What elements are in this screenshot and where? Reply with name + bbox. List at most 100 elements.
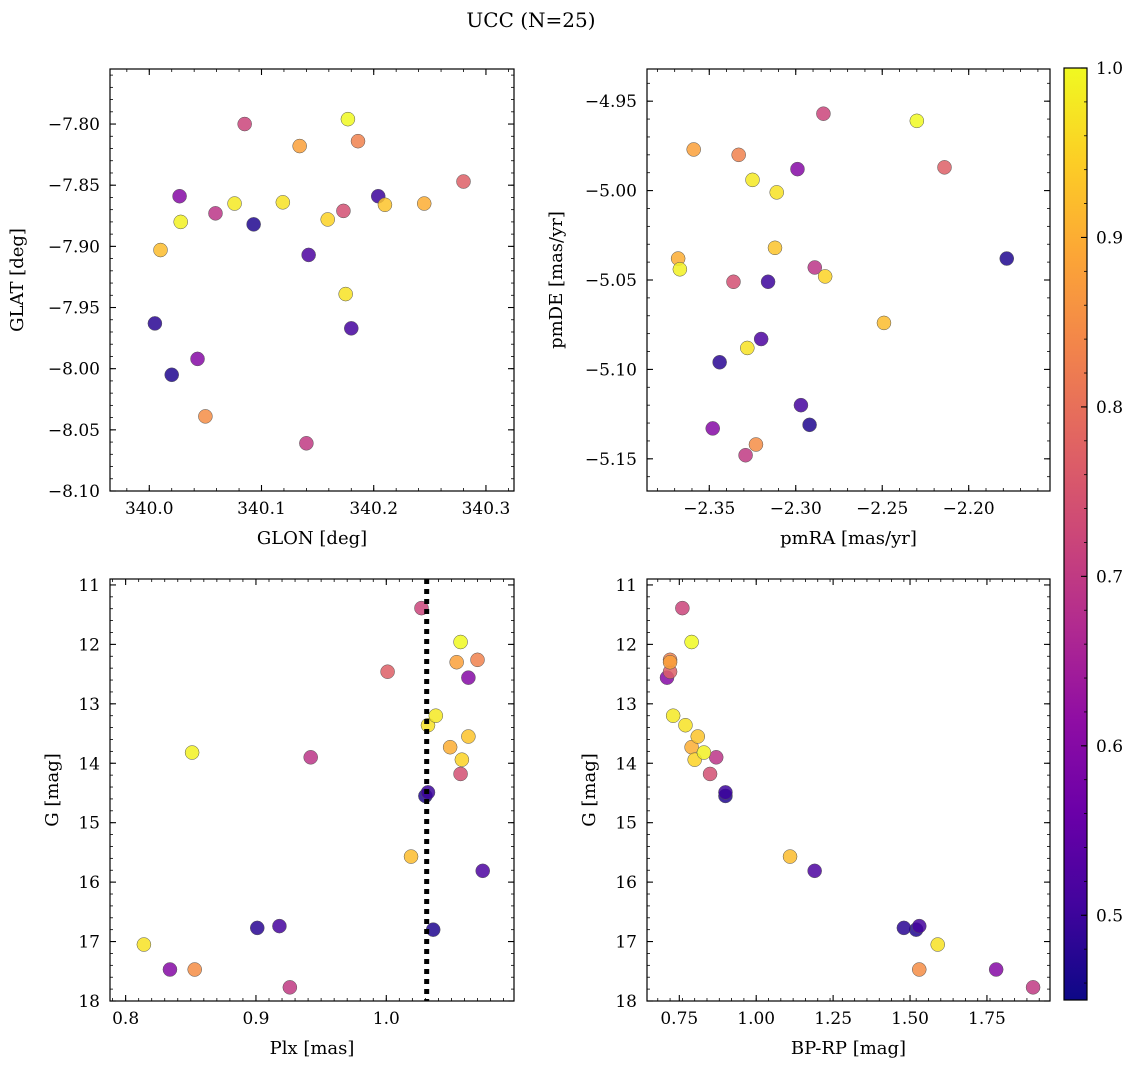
data-point [338, 286, 353, 302]
data-point [162, 962, 178, 977]
data-point [912, 962, 927, 977]
y-axis-label: G [mag] [579, 753, 600, 826]
data-point [930, 937, 945, 952]
data-point [173, 214, 188, 230]
data-point [136, 937, 152, 952]
y-axis-label: pmDE [mas/yr] [546, 211, 567, 349]
y-tick-label: 18 [78, 992, 100, 1012]
data-point [896, 920, 912, 936]
x-tick-label: 340.1 [237, 499, 286, 519]
data-point [937, 160, 952, 175]
x-tick-label: 1.50 [891, 1009, 929, 1029]
data-point [745, 172, 760, 188]
x-tick-label: −2.30 [770, 499, 822, 519]
data-point [272, 918, 287, 934]
x-tick-label: 0.9 [242, 1009, 269, 1029]
data-point [320, 212, 335, 227]
data-point [1025, 980, 1041, 995]
data-point [237, 116, 252, 132]
y-tick-label: 18 [615, 992, 637, 1012]
y-tick-label: 16 [78, 873, 100, 893]
data-point [705, 421, 720, 436]
y-tick-label: 15 [78, 814, 100, 834]
data-point [449, 654, 464, 670]
y-tick-label: 11 [78, 576, 100, 596]
x-tick-label: 1.75 [968, 1009, 1006, 1029]
data-point [675, 600, 690, 616]
colorbar: 0.5 0.6 0.7 0.8 0.9 1.0 [1063, 59, 1123, 1001]
data-point [718, 785, 733, 800]
data-point [416, 196, 432, 211]
y-tick-label: 17 [78, 933, 100, 953]
axes-frame [109, 68, 515, 492]
y-tick-label: 13 [78, 695, 100, 715]
y-tick-label: −5.15 [585, 450, 637, 470]
data-point [999, 251, 1015, 266]
data-point [190, 351, 205, 367]
data-point [712, 355, 727, 370]
data-point [461, 670, 476, 685]
panel-color-magnitude: 0.75 1.00 1.25 1.50 1.75 11 12 13 14 15 16 17 18 BP-R… [579, 576, 1051, 1059]
data-point [227, 196, 242, 211]
data-point [344, 321, 359, 336]
x-tick-label: 340.0 [125, 499, 174, 519]
figure-title: UCC (N=25) [466, 8, 595, 32]
data-point [350, 133, 366, 149]
data-point [336, 203, 351, 219]
y-tick-label: 11 [615, 576, 637, 596]
y-tick-label: −7.80 [48, 115, 100, 135]
data-point [678, 717, 693, 733]
data-point [767, 240, 783, 256]
y-tick-label: 12 [78, 635, 100, 655]
colorbar-gradient [1063, 67, 1088, 1001]
data-point [988, 962, 1004, 977]
data-point [198, 409, 213, 424]
y-tick-label: 13 [615, 695, 637, 715]
axes-frame [646, 578, 1051, 1002]
colorbar-tick-label: 1.0 [1096, 59, 1123, 79]
data-point [299, 436, 314, 451]
data-point [172, 188, 187, 204]
x-tick-label: −2.35 [683, 499, 735, 519]
data-point [793, 397, 809, 413]
x-tick-label: −2.20 [943, 499, 995, 519]
data-point [147, 316, 163, 331]
data-point [909, 113, 925, 129]
data-point [153, 242, 168, 258]
data-point [760, 274, 776, 290]
data-point [275, 195, 291, 210]
data-point [475, 863, 490, 879]
data-point [769, 185, 784, 200]
data-point [164, 367, 179, 383]
panel-parallax-magnitude: 0.8 0.9 1.0 11 12 13 14 15 16 17 18 Plx [mas] G [mag… [42, 576, 515, 1059]
y-axis-label: G [mag] [42, 753, 63, 826]
y-tick-label: −7.85 [48, 176, 100, 196]
data-point [453, 766, 468, 782]
x-axis-label: GLON [deg] [257, 528, 367, 549]
y-tick-label: −7.95 [48, 299, 100, 319]
y-tick-label: 17 [615, 933, 637, 953]
data-point [876, 315, 892, 331]
data-point [686, 142, 701, 157]
panel-glon-glat: 340.0 340.1 340.2 340.3 −7.80 −7.85 −7.90 −7.95… [7, 68, 515, 549]
y-tick-label: 12 [615, 635, 637, 655]
data-point [470, 652, 485, 668]
data-point [802, 417, 817, 433]
data-point [403, 849, 419, 864]
colorbar-tick-label: 0.8 [1096, 398, 1123, 418]
y-tick-label: −5.00 [585, 182, 637, 202]
y-tick-label: 14 [78, 754, 100, 774]
data-point [282, 980, 298, 995]
data-point [184, 745, 200, 760]
data-point [428, 708, 444, 723]
data-point [816, 106, 831, 121]
data-point [340, 111, 356, 127]
colorbar-tick-label: 0.7 [1096, 567, 1123, 587]
data-point [790, 161, 805, 177]
data-point [684, 634, 699, 650]
x-tick-label: 340.3 [462, 499, 511, 519]
data-point [187, 962, 202, 977]
panel-proper-motion: −2.35 −2.30 −2.25 −2.20 −4.95 −5.00 −5.05 −5.10… [546, 68, 1051, 549]
y-tick-label: −5.10 [585, 360, 637, 380]
